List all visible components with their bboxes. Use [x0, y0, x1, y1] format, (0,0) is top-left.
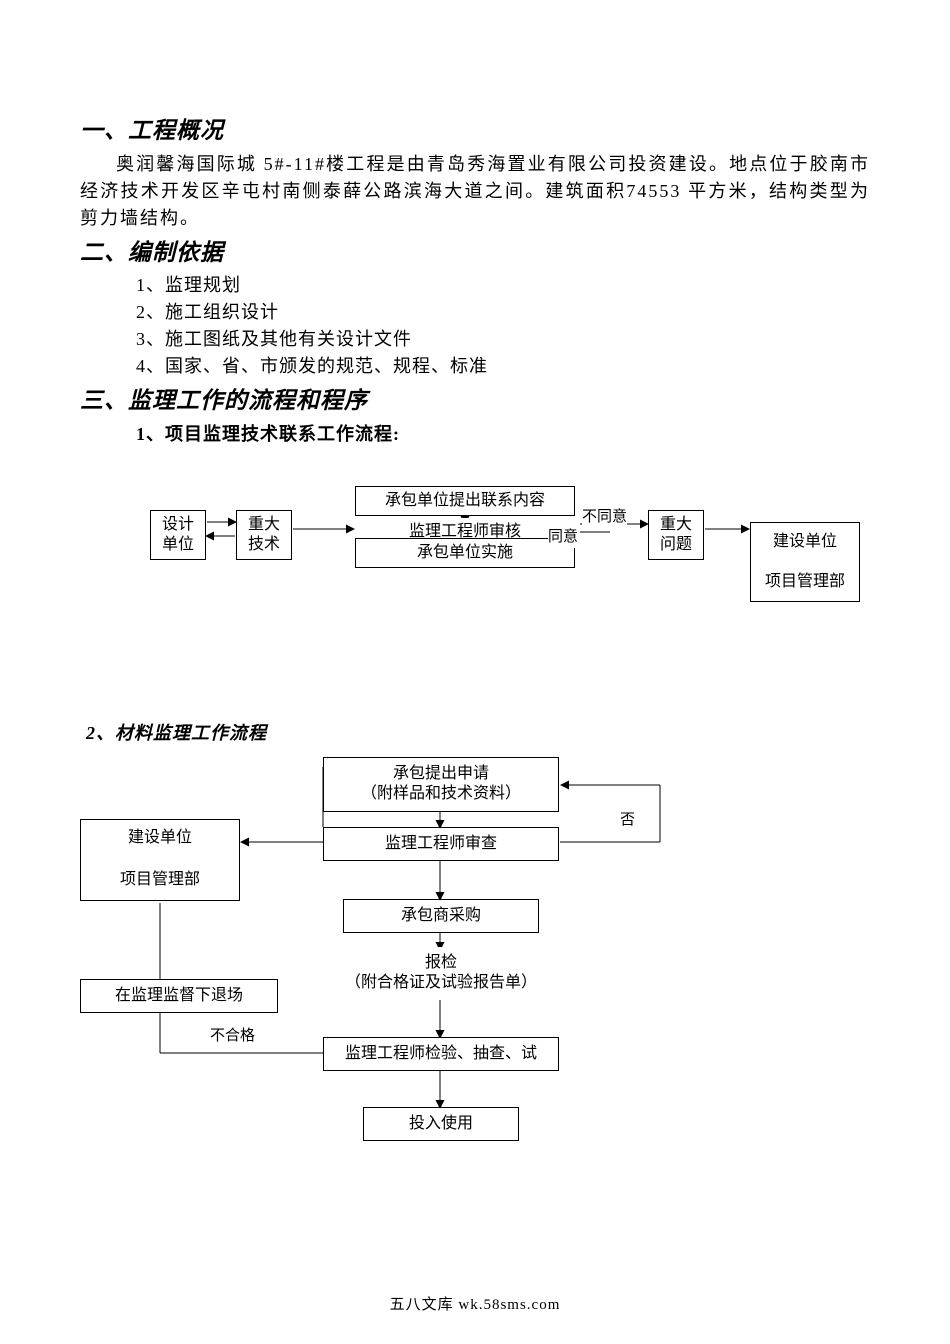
fc1-label-disagree: 不同意 — [582, 506, 627, 529]
basis-list: 1、监理规划 2、施工组织设计 3、施工图纸及其他有关设计文件 4、国家、省、市… — [136, 272, 870, 380]
fc1-contractor-exec: 承包单位实施 — [355, 538, 575, 568]
fc2-label-no: 否 — [620, 809, 635, 832]
fc2-check: 监理工程师检验、抽查、试 — [323, 1037, 559, 1072]
fc2-procure: 承包商采购 — [343, 899, 539, 934]
paragraph-overview: 奥润馨海国际城 5#-11#楼工程是由青岛秀海置业有限公司投资建设。地点位于胶南… — [80, 151, 870, 232]
fc1-major-tech: 重大 技术 — [236, 510, 292, 560]
fc2-inspect-report: 报检 （附合格证及试验报告单） — [323, 947, 559, 1001]
list-item: 1、监理规划 — [136, 272, 870, 299]
list-item: 3、施工图纸及其他有关设计文件 — [136, 326, 870, 353]
subheading-flow2: 2、材料监理工作流程 — [86, 720, 870, 747]
list-item: 4、国家、省、市颁发的规范、规程、标准 — [136, 353, 870, 380]
subheading-flow1: 1、项目监理技术联系工作流程: — [136, 421, 870, 448]
flowchart-2: 承包提出申请 （附样品和技术资料） 监理工程师审查 承包商采购 报检 （附合格证… — [80, 757, 870, 1187]
fc2-exit: 在监理监督下退场 — [80, 979, 278, 1014]
flowchart-1: 设计 单位 重大 技术 承包单位提出联系内容 监理工程师审核 承包单位实施 重大… — [80, 486, 870, 656]
fc1-label-agree: 同意 — [548, 526, 578, 549]
fc2-owner-pm: 建设单位 项目管理部 — [80, 819, 240, 901]
list-item: 2、施工组织设计 — [136, 299, 870, 326]
page-footer: 五八文库 wk.58sms.com — [0, 1294, 950, 1317]
fc1-owner-pm: 建设单位 项目管理部 — [750, 522, 860, 602]
fc2-review: 监理工程师审查 — [323, 827, 559, 862]
heading-overview: 一、工程概况 — [80, 114, 870, 149]
fc2-label-fail: 不合格 — [210, 1025, 255, 1048]
fc2-use: 投入使用 — [363, 1107, 519, 1142]
heading-process: 三、监理工作的流程和程序 — [80, 384, 870, 419]
fc1-contractor-request: 承包单位提出联系内容 — [355, 486, 575, 516]
heading-basis: 二、编制依据 — [80, 236, 870, 271]
fc2-apply: 承包提出申请 （附样品和技术资料） — [323, 757, 559, 813]
fc1-design-unit: 设计 单位 — [150, 510, 206, 560]
fc1-major-issue: 重大 问题 — [648, 510, 704, 560]
